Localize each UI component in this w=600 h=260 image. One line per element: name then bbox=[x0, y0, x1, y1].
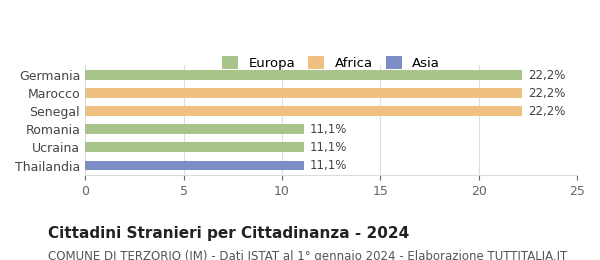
Text: Cittadini Stranieri per Cittadinanza - 2024: Cittadini Stranieri per Cittadinanza - 2… bbox=[48, 226, 409, 241]
Text: 22,2%: 22,2% bbox=[528, 69, 565, 82]
Legend: Europa, Africa, Asia: Europa, Africa, Asia bbox=[218, 52, 444, 74]
Bar bbox=[85, 70, 522, 80]
Bar bbox=[85, 125, 304, 134]
Text: COMUNE DI TERZORIO (IM) - Dati ISTAT al 1° gennaio 2024 - Elaborazione TUTTITALI: COMUNE DI TERZORIO (IM) - Dati ISTAT al … bbox=[48, 250, 567, 260]
Text: 22,2%: 22,2% bbox=[528, 87, 565, 100]
Text: 11,1%: 11,1% bbox=[310, 159, 347, 172]
Bar bbox=[85, 142, 304, 152]
Text: 22,2%: 22,2% bbox=[528, 105, 565, 118]
Bar bbox=[85, 160, 304, 171]
Bar bbox=[85, 106, 522, 116]
Bar bbox=[85, 88, 522, 98]
Text: 11,1%: 11,1% bbox=[310, 123, 347, 136]
Text: 11,1%: 11,1% bbox=[310, 141, 347, 154]
